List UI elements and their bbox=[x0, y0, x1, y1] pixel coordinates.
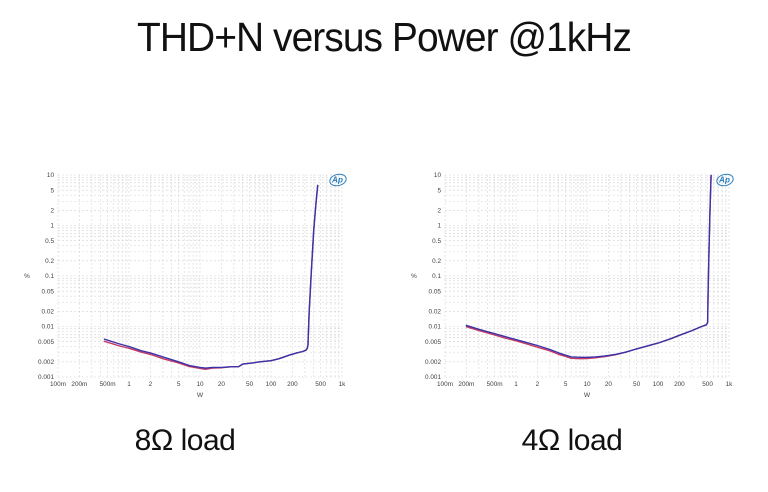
y-tick-label: 0.002 bbox=[425, 359, 441, 366]
grid bbox=[57, 174, 343, 378]
x-tick-label: 500 bbox=[315, 381, 326, 388]
y-tick-label: 1 bbox=[437, 223, 441, 230]
y-tick-label: 5 bbox=[50, 187, 54, 194]
x-tick-label: 500 bbox=[702, 381, 713, 388]
x-tick-label: 500m bbox=[487, 381, 503, 388]
svg-text:Ap: Ap bbox=[331, 176, 343, 185]
x-tick-label: 100m bbox=[50, 381, 66, 388]
x-tick-label: 100m bbox=[437, 381, 453, 388]
x-tick-label: 20 bbox=[218, 381, 226, 388]
x-tick-label: 50 bbox=[633, 381, 641, 388]
x-tick-label: 1 bbox=[514, 381, 518, 388]
chart-8ohm: 10 5 2 1 0.5 0.2 0.1 0.05 0.02 0.01 0.005 0.002 0.00… bbox=[20, 166, 350, 457]
series-channel-1-blue bbox=[465, 174, 712, 359]
y-tick-label: 0.001 bbox=[38, 374, 54, 381]
y-tick-label: 0.2 bbox=[45, 258, 54, 265]
y-tick-label: 2 bbox=[50, 208, 54, 215]
y-tick-label: 0.02 bbox=[42, 309, 55, 316]
y-tick-label: 0.002 bbox=[38, 359, 54, 366]
x-tick-label: 200 bbox=[287, 381, 298, 388]
ap-logo-watermark: Ap bbox=[329, 173, 347, 187]
page-title: THD+N versus Power @1kHz bbox=[137, 14, 632, 60]
x-axis: 100m 200m 500m 1 2 5 10 20 50 100 200 500 1k W bbox=[437, 381, 733, 399]
y-tick-label: 2 bbox=[437, 208, 441, 215]
x-tick-label: 1k bbox=[339, 381, 347, 388]
x-tick-label: 10 bbox=[196, 381, 204, 388]
chart-svg: 10 5 2 1 0.5 0.2 0.1 0.05 0.02 0.01 0.005 0.002 0.00… bbox=[24, 172, 347, 399]
x-axis-label: W bbox=[584, 392, 591, 399]
y-tick-label: 0.01 bbox=[429, 324, 442, 331]
x-tick-label: 200 bbox=[674, 381, 685, 388]
y-tick-label: 0.2 bbox=[432, 258, 441, 265]
y-tick-label: 0.01 bbox=[42, 324, 55, 331]
x-tick-label: 200m bbox=[458, 381, 474, 388]
y-axis: 10 5 2 1 0.5 0.2 0.1 0.05 0.02 0.01 0.005 0.002 0.00… bbox=[24, 172, 54, 381]
x-axis: 100m 200m 500m 1 2 5 10 20 50 100 200 500 1k W bbox=[50, 381, 346, 399]
y-tick-label: 5 bbox=[437, 187, 441, 194]
x-tick-label: 5 bbox=[564, 381, 568, 388]
y-tick-label: 10 bbox=[47, 172, 55, 179]
x-tick-label: 5 bbox=[177, 381, 181, 388]
y-axis: 10 5 2 1 0.5 0.2 0.1 0.05 0.02 0.01 0.005 0.002 0.00… bbox=[411, 172, 441, 381]
chart-8ohm-plot: 10 5 2 1 0.5 0.2 0.1 0.05 0.02 0.01 0.005 0.002 0.00… bbox=[20, 166, 350, 406]
x-tick-label: 2 bbox=[536, 381, 540, 388]
y-tick-label: 0.001 bbox=[425, 374, 441, 381]
x-tick-label: 500m bbox=[100, 381, 116, 388]
chart-4ohm-plot: 10 5 2 1 0.5 0.2 0.1 0.05 0.02 0.01 0.005 0.002 0.00… bbox=[407, 166, 737, 406]
x-axis-label: W bbox=[197, 392, 204, 399]
chart-svg: 10 5 2 1 0.5 0.2 0.1 0.05 0.02 0.01 0.005 0.002 0.00… bbox=[411, 172, 734, 399]
y-axis-label: % bbox=[24, 273, 30, 280]
x-tick-label: 100 bbox=[266, 381, 277, 388]
chart-caption-8ohm: 8Ω load bbox=[134, 424, 236, 457]
x-tick-label: 200m bbox=[71, 381, 87, 388]
svg-text:Ap: Ap bbox=[718, 176, 730, 185]
x-tick-label: 1 bbox=[127, 381, 131, 388]
x-tick-label: 10 bbox=[583, 381, 591, 388]
y-tick-label: 1 bbox=[50, 223, 54, 230]
x-tick-label: 2 bbox=[149, 381, 153, 388]
y-tick-label: 0.5 bbox=[432, 238, 441, 245]
chart-4ohm: 10 5 2 1 0.5 0.2 0.1 0.05 0.02 0.01 0.005 0.002 0.00… bbox=[407, 166, 737, 457]
y-axis-label: % bbox=[411, 273, 417, 280]
x-tick-label: 50 bbox=[246, 381, 254, 388]
y-tick-label: 0.005 bbox=[38, 339, 54, 346]
x-tick-label: 1k bbox=[726, 381, 734, 388]
x-tick-label: 20 bbox=[605, 381, 613, 388]
y-tick-label: 0.5 bbox=[45, 238, 54, 245]
x-tick-label: 100 bbox=[653, 381, 664, 388]
y-tick-label: 10 bbox=[434, 172, 442, 179]
y-tick-label: 0.005 bbox=[425, 339, 441, 346]
y-tick-label: 0.1 bbox=[45, 273, 54, 280]
grid bbox=[444, 174, 730, 378]
series-channel-1-blue bbox=[103, 184, 319, 369]
y-tick-label: 0.02 bbox=[429, 309, 442, 316]
ap-logo-watermark: Ap bbox=[716, 173, 734, 187]
y-tick-label: 0.05 bbox=[42, 288, 55, 295]
chart-caption-4ohm: 4Ω load bbox=[521, 424, 623, 457]
y-tick-label: 0.1 bbox=[432, 273, 441, 280]
y-tick-label: 0.05 bbox=[429, 288, 442, 295]
